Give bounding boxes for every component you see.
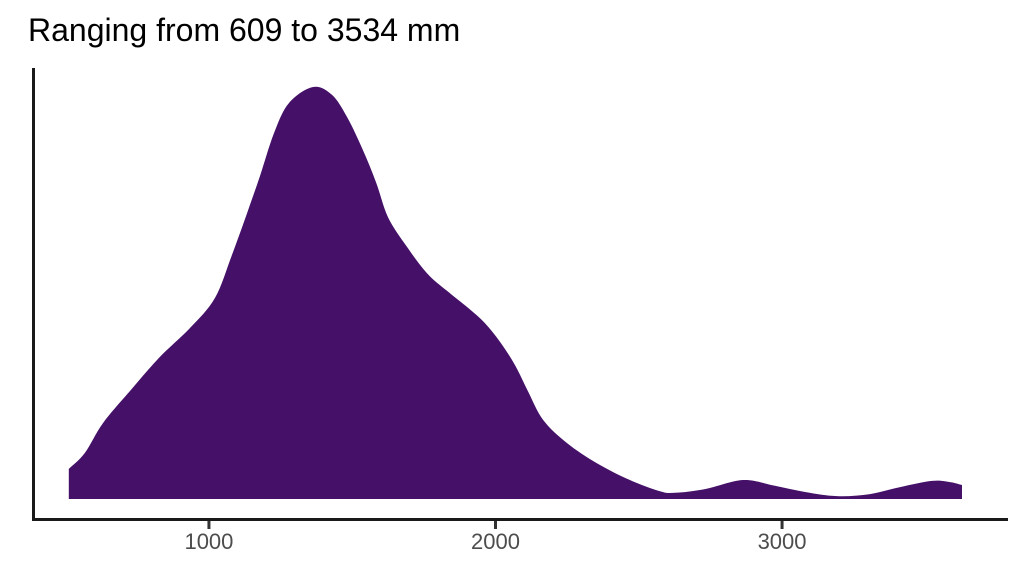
x-tick-label: 3000 <box>757 529 807 554</box>
x-tick-label: 2000 <box>471 529 520 554</box>
x-tick-label: 1000 <box>184 529 234 554</box>
density-area <box>68 86 963 499</box>
chart-title: Ranging from 609 to 3534 mm <box>28 12 461 48</box>
x-axis-ticks <box>207 521 784 529</box>
